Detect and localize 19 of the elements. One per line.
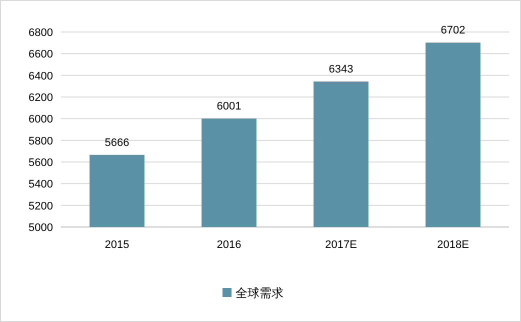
x-tick-label: 2015 <box>104 239 130 251</box>
data-label: 6702 <box>440 24 466 37</box>
x-tick-label: 2017E <box>325 239 357 251</box>
y-tick-label: 5800 <box>28 135 53 148</box>
y-tick-label: 5000 <box>28 222 53 234</box>
y-tick-label: 5600 <box>28 157 53 169</box>
y-tick-label: 6200 <box>28 92 53 104</box>
y-tick-label: 6600 <box>28 48 53 61</box>
data-label: 6343 <box>328 64 354 76</box>
data-label: 5666 <box>104 136 130 149</box>
data-label: 6001 <box>216 100 242 113</box>
y-tick-label: 5200 <box>28 200 53 212</box>
x-tick-label: 2016 <box>216 239 242 251</box>
x-tick-label: 2018E <box>437 239 469 251</box>
legend-label: 全球需求 <box>236 286 284 300</box>
y-tick-label: 6000 <box>28 114 53 126</box>
y-tick-label: 6400 <box>28 70 53 82</box>
y-tick-label: 5400 <box>28 178 53 191</box>
y-tick-label: 6800 <box>28 27 53 39</box>
